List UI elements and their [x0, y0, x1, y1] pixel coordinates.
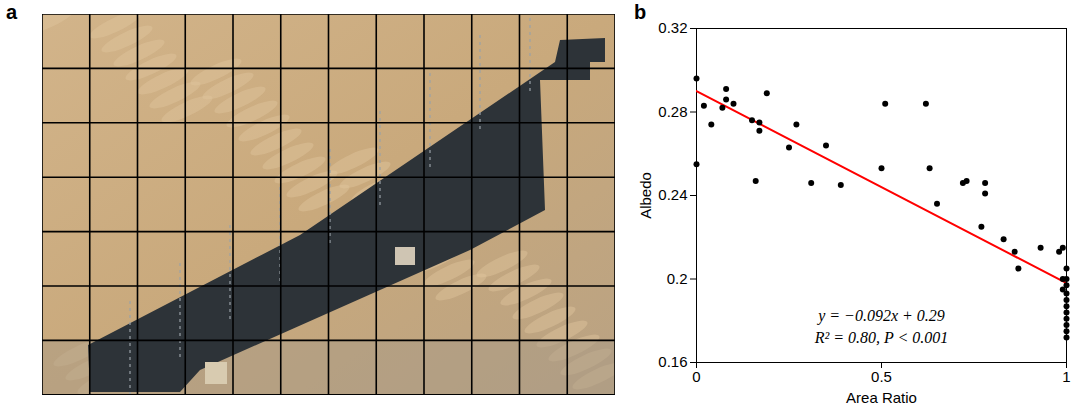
html-text:a: a — [6, 1, 18, 23]
svg-text:y = −0.092x + 0.29: y = −0.092x + 0.29 — [816, 307, 945, 325]
svg-text:0.5: 0.5 — [871, 368, 892, 385]
svg-text:0.2: 0.2 — [667, 270, 688, 287]
svg-text:Albedo: Albedo — [637, 172, 654, 219]
svg-text:0.16: 0.16 — [658, 353, 687, 370]
svg-text:R² = 0.80, P < 0.001: R² = 0.80, P < 0.001 — [814, 329, 949, 346]
html-text:b: b — [634, 1, 647, 23]
svg-text:Area Ratio: Area Ratio — [846, 389, 917, 406]
svg-text:0.32: 0.32 — [658, 19, 687, 36]
svg-text:0: 0 — [692, 368, 700, 385]
svg-text:0.24: 0.24 — [658, 186, 687, 203]
svg-text:1: 1 — [1062, 368, 1070, 385]
svg-text:0.28: 0.28 — [658, 103, 687, 120]
